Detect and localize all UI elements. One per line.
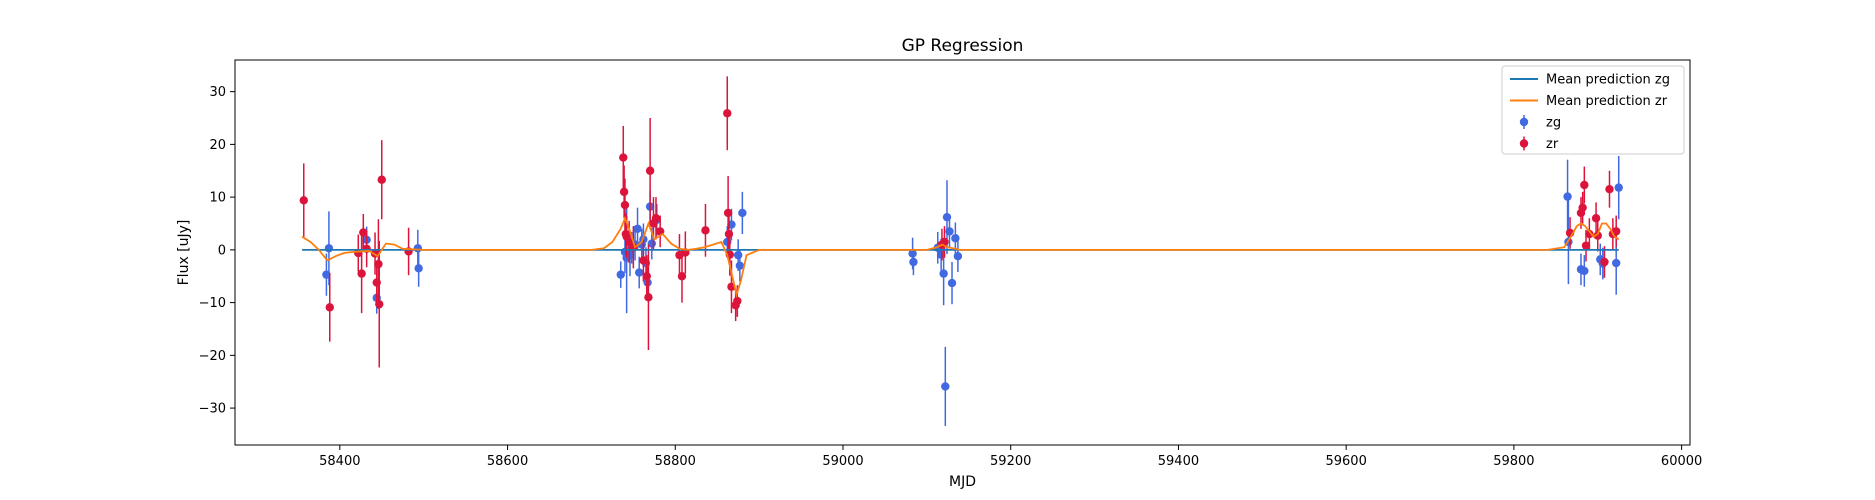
data-point-zr bbox=[325, 303, 334, 312]
y-tick-label: 0 bbox=[218, 243, 226, 258]
y-tick-label: 30 bbox=[209, 85, 226, 100]
data-point-zr bbox=[723, 109, 732, 118]
y-tick-label: −20 bbox=[199, 349, 226, 364]
y-axis: −30 −20 −10 0 10 20 30 bbox=[199, 85, 235, 417]
data-point-zg bbox=[951, 234, 960, 243]
data-point-zg bbox=[738, 208, 747, 218]
data-point-zr bbox=[1591, 214, 1601, 223]
line-mean-prediction-zr bbox=[301, 215, 1620, 299]
data-point-zg bbox=[1612, 258, 1621, 268]
data-point-zr bbox=[377, 175, 386, 184]
data-point-zr bbox=[1600, 257, 1609, 267]
data-point-zr bbox=[619, 153, 628, 162]
y-tick-label: 20 bbox=[209, 138, 226, 153]
data-point-zr bbox=[1578, 203, 1587, 212]
series-zr bbox=[299, 76, 1621, 368]
data-point-zr bbox=[1612, 227, 1621, 236]
data-point-zr bbox=[1593, 231, 1602, 240]
x-axis: 58400 58600 58800 59000 59200 59400 59600 59800… bbox=[319, 445, 1702, 469]
y-axis-label: Flux [uJy] bbox=[176, 220, 192, 286]
legend-entry: zr bbox=[1546, 137, 1559, 152]
data-point-zg bbox=[733, 250, 743, 260]
data-point-zr bbox=[644, 293, 653, 302]
x-tick-label: 60000 bbox=[1661, 454, 1702, 469]
data-point-zr bbox=[642, 272, 651, 281]
data-point-zg bbox=[633, 224, 642, 233]
x-axis-label: MJD bbox=[949, 474, 976, 490]
x-tick-label: 58400 bbox=[319, 454, 360, 469]
data-point-zr bbox=[357, 269, 366, 278]
data-point-zr bbox=[359, 228, 368, 237]
data-point-zr bbox=[1585, 229, 1594, 239]
x-tick-label: 58800 bbox=[655, 454, 696, 469]
data-point-zg bbox=[643, 278, 652, 287]
plot-area bbox=[299, 76, 1623, 427]
data-point-zr bbox=[723, 208, 733, 218]
data-point-zg bbox=[909, 257, 918, 267]
x-tick-label: 59200 bbox=[990, 454, 1031, 469]
data-point-zr bbox=[299, 196, 308, 205]
x-tick-label: 59800 bbox=[1493, 454, 1534, 469]
data-point-zg bbox=[939, 269, 948, 278]
y-tick-label: −10 bbox=[199, 296, 226, 311]
data-point-zr bbox=[677, 272, 687, 281]
data-point-zr bbox=[651, 214, 661, 223]
data-point-zg bbox=[941, 382, 950, 391]
legend-entry: zg bbox=[1546, 116, 1561, 131]
legend-marker bbox=[1519, 117, 1529, 127]
data-point-zg bbox=[635, 268, 644, 277]
legend-entry: Mean prediction zg bbox=[1546, 73, 1670, 88]
legend: Mean prediction zg Mean prediction zr zg zr bbox=[1501, 65, 1685, 155]
data-point-zr bbox=[701, 226, 710, 235]
data-point-zr bbox=[733, 296, 742, 306]
data-point-zg bbox=[413, 244, 423, 253]
data-point-zr bbox=[619, 187, 629, 197]
y-tick-label: 10 bbox=[209, 191, 226, 206]
data-point-zg bbox=[735, 261, 745, 270]
y-tick-label: −30 bbox=[199, 402, 226, 417]
data-point-zg bbox=[1580, 266, 1589, 276]
data-point-zr bbox=[375, 299, 384, 309]
x-tick-label: 59400 bbox=[1158, 454, 1199, 469]
x-tick-label: 59600 bbox=[1325, 454, 1366, 469]
data-point-zg bbox=[414, 264, 423, 273]
data-point-zg bbox=[1614, 183, 1623, 192]
x-tick-label: 59000 bbox=[822, 454, 863, 469]
data-point-zg bbox=[908, 249, 917, 258]
data-point-zr bbox=[374, 259, 383, 269]
data-point-zg bbox=[324, 244, 334, 253]
series-zg bbox=[322, 155, 1623, 427]
axes-frame bbox=[234, 59, 1691, 446]
data-point-zr bbox=[620, 200, 630, 210]
legend-entry: Mean prediction zr bbox=[1546, 94, 1668, 109]
data-point-zg bbox=[945, 227, 954, 236]
data-point-zr bbox=[1581, 241, 1591, 250]
data-point-zg bbox=[953, 251, 963, 261]
data-point-zr bbox=[1605, 185, 1614, 194]
data-point-zr bbox=[639, 256, 648, 265]
legend-marker bbox=[1519, 139, 1529, 148]
data-point-zg bbox=[1563, 192, 1572, 201]
data-point-zr bbox=[1580, 180, 1589, 190]
legend-box bbox=[1501, 65, 1685, 155]
data-point-zg bbox=[947, 278, 957, 288]
data-point-zr bbox=[724, 229, 734, 239]
x-tick-label: 58600 bbox=[487, 454, 528, 469]
data-point-zg bbox=[616, 270, 625, 279]
data-point-zr bbox=[645, 166, 655, 175]
chart-title: GP Regression bbox=[902, 36, 1024, 56]
